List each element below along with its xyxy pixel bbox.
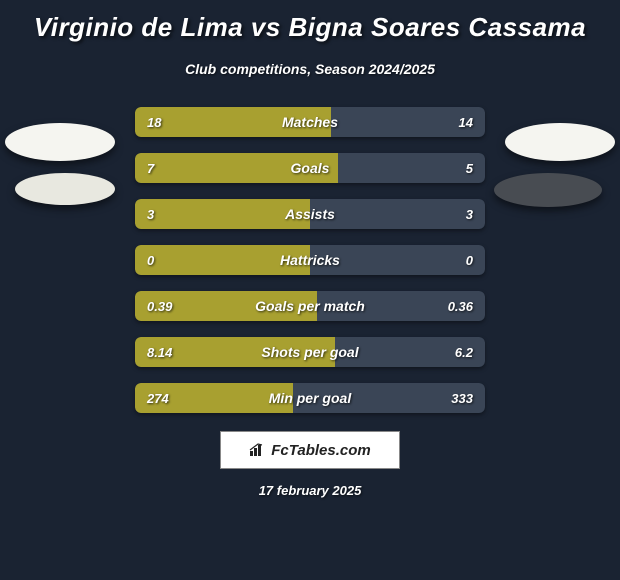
stat-label: Shots per goal [135,337,485,367]
stat-label: Goals per match [135,291,485,321]
stat-right-value: 333 [439,383,485,413]
brand-text: FcTables.com [271,442,370,459]
stat-label: Goals [135,153,485,183]
comparison-subtitle: Club competitions, Season 2024/2025 [0,61,620,77]
stat-bar-row: 0Hattricks0 [135,245,485,275]
stat-label: Hattricks [135,245,485,275]
stat-label: Matches [135,107,485,137]
stat-right-value: 0.36 [436,291,485,321]
stat-bar-row: 274Min per goal333 [135,383,485,413]
stat-bar-row: 8.14Shots per goal6.2 [135,337,485,367]
stat-label: Min per goal [135,383,485,413]
player1-avatar-body [15,173,115,205]
player1-avatar-head [5,123,115,161]
stat-right-value: 0 [454,245,485,275]
chart-icon [249,443,267,457]
stat-bar-row: 0.39Goals per match0.36 [135,291,485,321]
stat-right-value: 5 [454,153,485,183]
stat-bar-row: 18Matches14 [135,107,485,137]
footer-date: 17 february 2025 [0,483,620,498]
comparison-title: Virginio de Lima vs Bigna Soares Cassama [0,0,620,43]
stat-bar-row: 7Goals5 [135,153,485,183]
stat-label: Assists [135,199,485,229]
brand-logo[interactable]: FcTables.com [220,431,400,469]
player2-avatar-body [494,173,602,207]
stat-right-value: 14 [447,107,485,137]
stat-right-value: 3 [454,199,485,229]
stat-bars-container: 18Matches14 7Goals5 3Assists3 0Hattricks0 0.… [135,107,485,413]
comparison-body: 18Matches14 7Goals5 3Assists3 0Hattricks0 0.… [0,107,620,413]
stat-bar-row: 3Assists3 [135,199,485,229]
player2-avatar-head [505,123,615,161]
stat-right-value: 6.2 [443,337,485,367]
